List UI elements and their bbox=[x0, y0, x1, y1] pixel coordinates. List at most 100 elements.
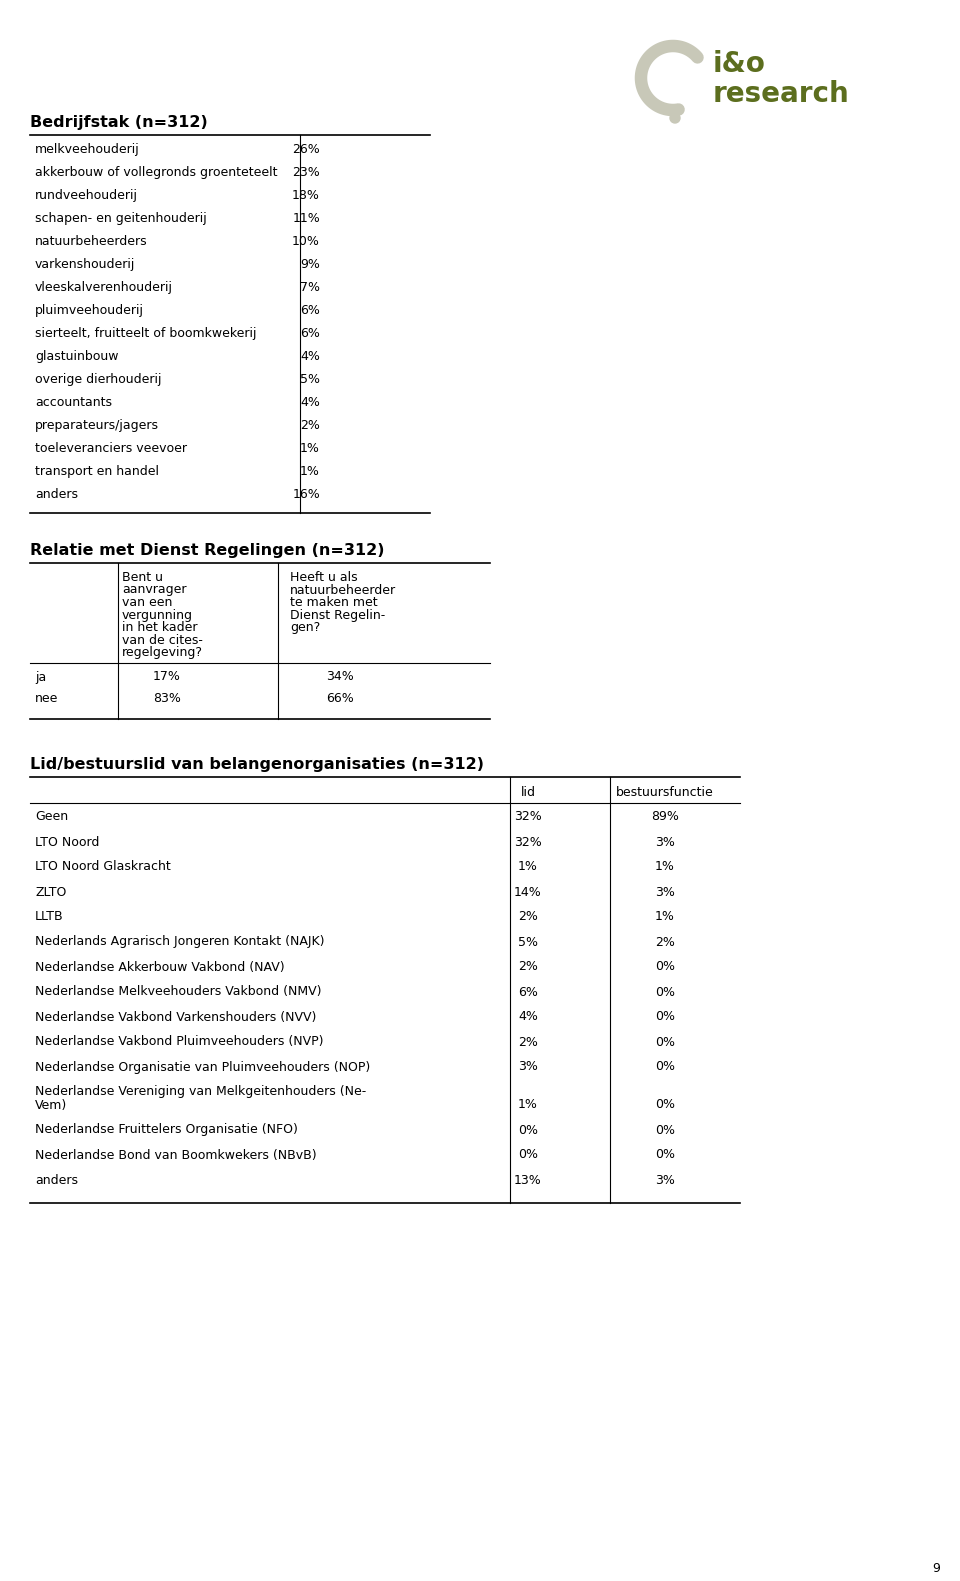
Text: ja: ja bbox=[35, 670, 46, 683]
Text: 2%: 2% bbox=[655, 936, 675, 949]
Circle shape bbox=[670, 112, 680, 123]
Text: 1%: 1% bbox=[300, 443, 320, 455]
Text: accountants: accountants bbox=[35, 395, 112, 409]
Text: natuurbeheerder: natuurbeheerder bbox=[290, 583, 396, 596]
Text: 1%: 1% bbox=[518, 1099, 538, 1111]
Text: 23%: 23% bbox=[292, 166, 320, 179]
Text: LTO Noord Glaskracht: LTO Noord Glaskracht bbox=[35, 860, 171, 873]
Text: Vem): Vem) bbox=[35, 1099, 67, 1111]
Text: 1%: 1% bbox=[655, 911, 675, 923]
Text: 0%: 0% bbox=[655, 1010, 675, 1023]
Text: 13%: 13% bbox=[515, 1173, 541, 1186]
Text: Nederlandse Akkerbouw Vakbond (NAV): Nederlandse Akkerbouw Vakbond (NAV) bbox=[35, 961, 284, 974]
Text: 83%: 83% bbox=[153, 692, 180, 705]
Text: schapen- en geitenhouderij: schapen- en geitenhouderij bbox=[35, 212, 206, 225]
Text: 3%: 3% bbox=[518, 1061, 538, 1073]
Text: Nederlandse Vereniging van Melkgeitenhouders (Ne-: Nederlandse Vereniging van Melkgeitenhou… bbox=[35, 1086, 367, 1099]
Text: research: research bbox=[713, 81, 850, 108]
Text: Nederlandse Vakbond Varkenshouders (NVV): Nederlandse Vakbond Varkenshouders (NVV) bbox=[35, 1010, 317, 1023]
Text: 10%: 10% bbox=[292, 236, 320, 248]
Text: 2%: 2% bbox=[518, 1036, 538, 1048]
Text: vergunning: vergunning bbox=[122, 609, 193, 621]
Text: Nederlandse Organisatie van Pluimveehouders (NOP): Nederlandse Organisatie van Pluimveehoud… bbox=[35, 1061, 371, 1073]
Text: 6%: 6% bbox=[300, 304, 320, 318]
Text: 18%: 18% bbox=[292, 190, 320, 202]
Text: transport en handel: transport en handel bbox=[35, 465, 159, 477]
Text: lid: lid bbox=[520, 786, 536, 800]
Text: nee: nee bbox=[35, 692, 59, 705]
Text: regelgeving?: regelgeving? bbox=[122, 647, 203, 659]
Text: 89%: 89% bbox=[651, 811, 679, 824]
Text: 26%: 26% bbox=[292, 142, 320, 157]
Text: 1%: 1% bbox=[655, 860, 675, 873]
Text: 9%: 9% bbox=[300, 258, 320, 270]
Text: Heeft u als: Heeft u als bbox=[290, 571, 358, 583]
Text: 4%: 4% bbox=[518, 1010, 538, 1023]
Text: 16%: 16% bbox=[292, 489, 320, 501]
Text: natuurbeheerders: natuurbeheerders bbox=[35, 236, 148, 248]
Text: 3%: 3% bbox=[655, 885, 675, 898]
Text: Nederlands Agrarisch Jongeren Kontakt (NAJK): Nederlands Agrarisch Jongeren Kontakt (N… bbox=[35, 936, 324, 949]
Text: 0%: 0% bbox=[655, 1148, 675, 1162]
Text: van een: van een bbox=[122, 596, 173, 609]
Text: vleeskalverenhouderij: vleeskalverenhouderij bbox=[35, 281, 173, 294]
Text: 7%: 7% bbox=[300, 281, 320, 294]
Text: 0%: 0% bbox=[655, 961, 675, 974]
Text: Dienst Regelin-: Dienst Regelin- bbox=[290, 609, 385, 621]
Text: 1%: 1% bbox=[300, 465, 320, 477]
Text: varkenshouderij: varkenshouderij bbox=[35, 258, 135, 270]
Text: 0%: 0% bbox=[655, 1036, 675, 1048]
Text: overige dierhouderij: overige dierhouderij bbox=[35, 373, 161, 386]
Text: 11%: 11% bbox=[292, 212, 320, 225]
Text: 3%: 3% bbox=[655, 1173, 675, 1186]
Text: Lid/bestuurslid van belangenorganisaties (n=312): Lid/bestuurslid van belangenorganisaties… bbox=[30, 756, 484, 772]
Text: 34%: 34% bbox=[326, 670, 354, 683]
Text: Nederlandse Melkveehouders Vakbond (NMV): Nederlandse Melkveehouders Vakbond (NMV) bbox=[35, 985, 322, 999]
Text: 1%: 1% bbox=[518, 860, 538, 873]
Text: anders: anders bbox=[35, 489, 78, 501]
Text: anders: anders bbox=[35, 1173, 78, 1186]
Text: Geen: Geen bbox=[35, 811, 68, 824]
Text: i&o: i&o bbox=[713, 51, 766, 77]
Text: 2%: 2% bbox=[518, 961, 538, 974]
Text: 0%: 0% bbox=[655, 1099, 675, 1111]
Text: 32%: 32% bbox=[515, 811, 541, 824]
Text: 0%: 0% bbox=[518, 1148, 538, 1162]
Text: Nederlandse Bond van Boomkwekers (NBvB): Nederlandse Bond van Boomkwekers (NBvB) bbox=[35, 1148, 317, 1162]
Text: sierteelt, fruitteelt of boomkwekerij: sierteelt, fruitteelt of boomkwekerij bbox=[35, 327, 256, 340]
Text: 0%: 0% bbox=[655, 1124, 675, 1137]
Text: 0%: 0% bbox=[655, 985, 675, 999]
Text: 5%: 5% bbox=[518, 936, 538, 949]
Text: Bent u: Bent u bbox=[122, 571, 163, 583]
Text: 4%: 4% bbox=[300, 349, 320, 364]
Text: te maken met: te maken met bbox=[290, 596, 377, 609]
Text: 0%: 0% bbox=[655, 1061, 675, 1073]
Text: rundveehouderij: rundveehouderij bbox=[35, 190, 138, 202]
Text: gen?: gen? bbox=[290, 621, 321, 634]
Text: 66%: 66% bbox=[326, 692, 354, 705]
Text: pluimveehouderij: pluimveehouderij bbox=[35, 304, 144, 318]
Text: LTO Noord: LTO Noord bbox=[35, 835, 100, 849]
Text: bestuursfunctie: bestuursfunctie bbox=[616, 786, 714, 800]
Text: 14%: 14% bbox=[515, 885, 541, 898]
Text: 32%: 32% bbox=[515, 835, 541, 849]
Text: Relatie met Dienst Regelingen (n=312): Relatie met Dienst Regelingen (n=312) bbox=[30, 542, 385, 558]
Text: 0%: 0% bbox=[518, 1124, 538, 1137]
Text: 4%: 4% bbox=[300, 395, 320, 409]
Text: toeleveranciers veevoer: toeleveranciers veevoer bbox=[35, 443, 187, 455]
Text: 3%: 3% bbox=[655, 835, 675, 849]
Text: 6%: 6% bbox=[300, 327, 320, 340]
Text: LLTB: LLTB bbox=[35, 911, 63, 923]
Text: van de cites-: van de cites- bbox=[122, 634, 203, 647]
Text: Bedrijfstak (n=312): Bedrijfstak (n=312) bbox=[30, 115, 207, 130]
Text: aanvrager: aanvrager bbox=[122, 583, 186, 596]
Text: 5%: 5% bbox=[300, 373, 320, 386]
Text: glastuinbouw: glastuinbouw bbox=[35, 349, 118, 364]
Text: 9: 9 bbox=[932, 1562, 940, 1575]
Text: ZLTO: ZLTO bbox=[35, 885, 66, 898]
Text: 6%: 6% bbox=[518, 985, 538, 999]
Text: 2%: 2% bbox=[518, 911, 538, 923]
Text: Nederlandse Vakbond Pluimveehouders (NVP): Nederlandse Vakbond Pluimveehouders (NVP… bbox=[35, 1036, 324, 1048]
Text: in het kader: in het kader bbox=[122, 621, 198, 634]
Text: 2%: 2% bbox=[300, 419, 320, 432]
